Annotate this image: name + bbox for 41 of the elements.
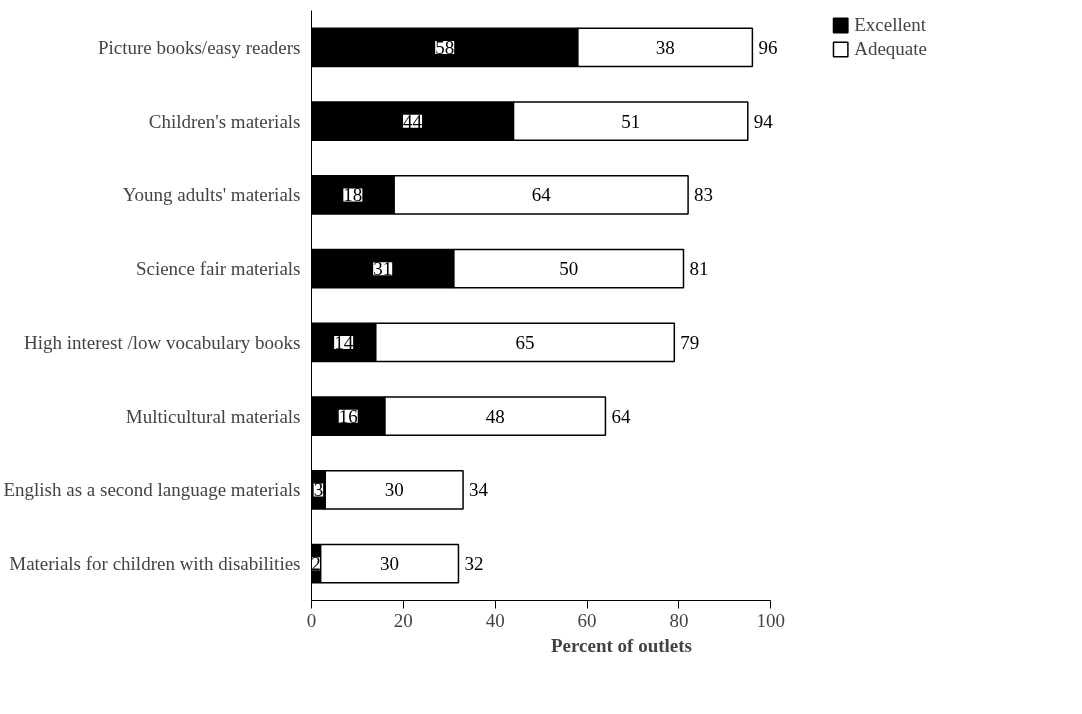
data-label: 18: [343, 184, 363, 206]
x-tick-label: 80: [669, 609, 689, 631]
data-label: 51: [621, 110, 641, 132]
x-axis-title: Percent of outlets: [550, 634, 693, 656]
total-label: 83: [694, 184, 714, 206]
total-label: 64: [611, 405, 631, 427]
total-label: 96: [758, 36, 778, 58]
data-label: 30: [380, 553, 400, 575]
x-tick-label: 40: [485, 609, 505, 631]
data-label: 16: [338, 405, 358, 427]
y-tick-label: Picture books/easy readers: [97, 36, 301, 58]
data-label: 64: [531, 184, 552, 206]
data-label: 38: [655, 36, 675, 58]
legend-label: Adequate: [854, 38, 927, 60]
total-label: 94: [753, 110, 774, 132]
data-label: 30: [384, 479, 404, 501]
legend-label: Excellent: [854, 14, 926, 36]
data-label: 31: [373, 258, 393, 280]
data-label: 48: [485, 405, 505, 427]
total-label: 79: [680, 331, 700, 353]
data-label: 44: [403, 110, 423, 132]
y-tick-label: English as a second language materials: [3, 479, 301, 501]
y-tick-label: Materials for children with disabilities: [9, 553, 301, 575]
data-label: 50: [559, 258, 579, 280]
y-tick-label: High interest /low vocabulary books: [24, 331, 301, 353]
total-label: 32: [464, 553, 484, 575]
x-tick-label: 100: [756, 609, 786, 631]
x-tick-label: 60: [577, 609, 597, 631]
data-label: 65: [515, 331, 535, 353]
data-label: 58: [435, 36, 455, 58]
data-label: 14: [334, 331, 354, 353]
x-tick-label: 0: [306, 609, 317, 631]
y-tick-label: Multicultural materials: [125, 405, 301, 427]
data-label: 2: [311, 553, 321, 575]
total-label: 34: [469, 479, 489, 501]
y-tick-label: Children's materials: [148, 110, 301, 132]
x-tick-label: 20: [393, 609, 413, 631]
y-tick-label: Young adults' materials: [122, 184, 301, 206]
data-label: 3: [313, 479, 324, 501]
y-tick-label: Science fair materials: [135, 258, 301, 280]
total-label: 81: [689, 258, 709, 280]
